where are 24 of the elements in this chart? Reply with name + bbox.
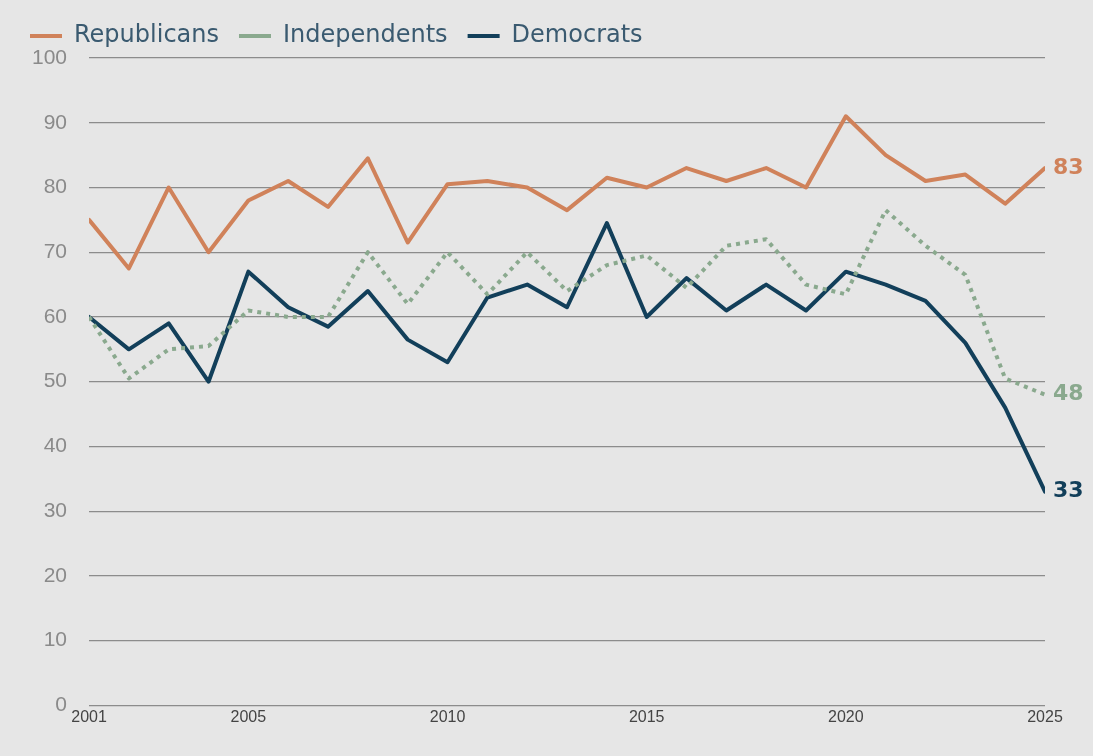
legend-label: Independents: [283, 20, 448, 49]
x-tick-label: 2005: [230, 708, 267, 726]
data-label: 48: [1053, 380, 1084, 406]
y-tick-label: 0: [55, 692, 68, 716]
line-series: [89, 208, 1045, 397]
y-tick-label: 20: [43, 562, 68, 586]
y-tick-label: 100: [31, 44, 68, 68]
x-tick-label: 2025: [1027, 708, 1063, 726]
y-tick-label: 80: [43, 174, 68, 198]
x-tick-label: 2010: [429, 708, 466, 726]
y-tick-label: 50: [43, 368, 68, 392]
data-label: 83: [1053, 153, 1084, 179]
x-tick-label: 2001: [71, 708, 107, 726]
y-tick-label: 40: [43, 433, 68, 457]
x-tick-label: 2015: [628, 708, 665, 726]
y-tick-label: 10: [43, 627, 68, 651]
x-tick-label: 2020: [828, 708, 864, 726]
y-tick-label: 90: [43, 109, 68, 133]
y-tick-label: 60: [43, 303, 68, 327]
y-tick-label: 30: [43, 497, 68, 521]
legend-label: Republicans: [74, 20, 219, 49]
legend-label: Democrats: [511, 20, 643, 49]
data-label: 33: [1053, 477, 1084, 503]
y-tick-label: 70: [43, 239, 68, 263]
